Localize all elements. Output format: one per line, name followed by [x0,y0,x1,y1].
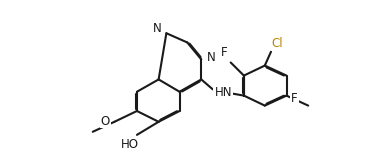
Text: Cl: Cl [272,37,283,50]
Text: N: N [153,22,162,35]
Text: F: F [221,46,228,59]
Text: N: N [207,51,215,64]
Text: F: F [291,92,298,105]
Text: HN: HN [215,86,232,99]
Text: HO: HO [121,138,139,151]
Text: O: O [101,115,110,128]
